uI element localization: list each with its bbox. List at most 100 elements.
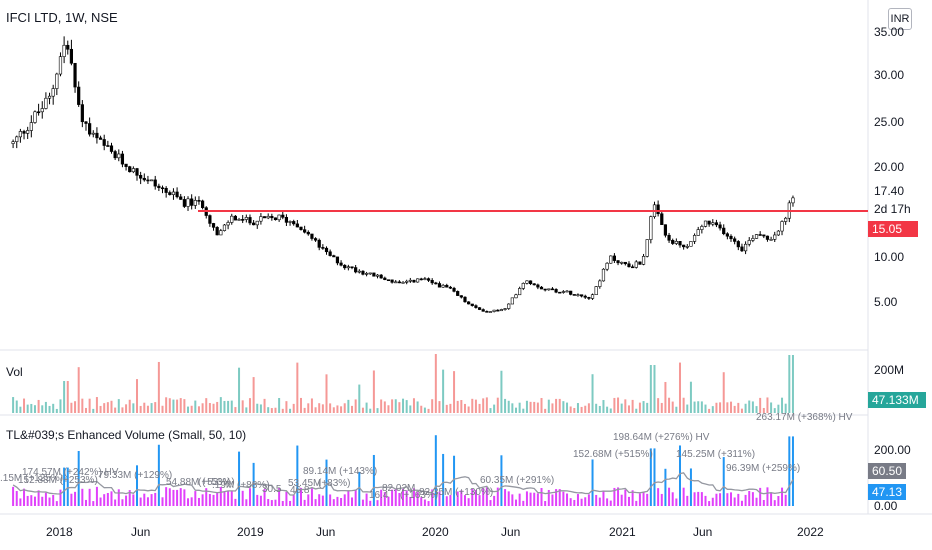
enhanced-volume-bar (402, 488, 405, 506)
candle-body (295, 223, 299, 228)
volume-bar (241, 400, 244, 413)
candle-body (77, 86, 81, 105)
candle-body (539, 286, 544, 290)
candle-body (142, 177, 146, 181)
volume-bar (394, 399, 397, 413)
volume-bar (318, 403, 321, 413)
candle-body (193, 200, 197, 206)
enhanced-volume-bar (270, 500, 273, 506)
enhanced-volume-bar (187, 498, 190, 506)
candle-body (682, 244, 686, 248)
volume-bar (504, 398, 507, 413)
enhanced-volume-bar (157, 444, 160, 506)
enhanced-volume-bar (518, 493, 521, 506)
enhanced-volume-bar (668, 487, 671, 506)
volume-bar (434, 354, 437, 413)
volume-bar (773, 408, 776, 413)
candle-body (773, 234, 777, 240)
time-label-2022: 2022 (797, 525, 824, 539)
enhanced-volume-bar (146, 497, 149, 506)
price-tick-30: 30.00 (874, 68, 905, 82)
candle-body (441, 284, 445, 288)
enhanced-volume-bar (744, 494, 747, 506)
volume-bar (627, 405, 630, 413)
annotation-83pct: (+83%) (318, 478, 351, 489)
candle-body (219, 230, 223, 236)
enhanced-volume-bar (438, 491, 441, 506)
volume-bar (289, 408, 292, 413)
price-tick-25: 25.00 (874, 115, 905, 129)
volume-bar (150, 403, 153, 413)
volume-bar (292, 403, 295, 413)
volume-bar (70, 402, 73, 413)
volume-bar (536, 402, 539, 413)
enhanced-volume-bar (252, 462, 255, 506)
time-label-2021: 2021 (609, 525, 636, 539)
enhanced-volume-bar (361, 499, 364, 506)
candle-body (791, 197, 795, 204)
candle-body (685, 246, 689, 248)
candle-body (718, 224, 722, 229)
enhanced-volume-bar (777, 496, 780, 506)
candle-body (146, 179, 150, 182)
enhanced-volume-bar (103, 494, 106, 506)
enhanced-volume-bar (303, 499, 306, 506)
candle-body (179, 196, 183, 200)
candle-body (518, 288, 522, 296)
volume-bar (759, 397, 762, 413)
volume-bar (106, 402, 109, 413)
candle-body (729, 235, 733, 240)
candle-body (496, 309, 500, 312)
volume-bar (270, 408, 273, 413)
candle-body (696, 229, 700, 236)
volume-bar (256, 403, 259, 413)
candle-body (160, 187, 165, 190)
candle-body (674, 240, 678, 244)
enhanced-volume-bar (584, 497, 587, 506)
candle-body (343, 264, 347, 269)
volume-bar (449, 403, 452, 413)
enhanced-volume-bar (84, 499, 87, 506)
candle-body (273, 217, 278, 221)
enhanced-volume-bar (278, 488, 281, 506)
enhanced-volume-bar (620, 494, 623, 506)
enhanced-volume-bar (781, 487, 784, 506)
enhanced-volume-bar (598, 497, 601, 506)
enhanced-volume-bar (208, 494, 211, 506)
volume-bar (48, 405, 51, 413)
enhanced-volume-bar (740, 500, 743, 506)
volume-bar (88, 398, 91, 413)
volume-bar (325, 374, 328, 413)
volume-bar (30, 403, 33, 413)
enhanced-volume-bar (325, 459, 328, 506)
candle-body (215, 227, 219, 236)
candle-body (164, 187, 168, 193)
currency-button[interactable]: INR (888, 8, 912, 30)
enhanced-volume-bar (310, 488, 313, 506)
candle-body (412, 279, 416, 283)
volume-bar (146, 405, 149, 413)
candle-body (292, 221, 296, 225)
volume-bar (660, 402, 663, 413)
candle-body (711, 222, 715, 225)
volume-bar (376, 408, 379, 413)
candle-body (368, 272, 372, 275)
volume-bar (12, 397, 15, 413)
enhanced-volume-bar (733, 497, 736, 506)
enhanced-volume-bar (540, 488, 543, 506)
enhanced-volume-bar (569, 498, 572, 506)
volume-bar (726, 402, 729, 413)
candle-body (37, 111, 41, 114)
candle-body (656, 204, 660, 215)
volume-bar (66, 381, 69, 413)
enhanced-volume-bar (95, 486, 98, 506)
enhanced-volume-bar (391, 489, 394, 506)
candle-body (576, 294, 580, 296)
candle-body (390, 279, 394, 283)
enhanced-volume-bar (715, 493, 718, 506)
enhanced-volume-bar (365, 493, 368, 506)
candle-body (153, 179, 157, 187)
enhanced-volume-bar (529, 492, 532, 506)
volume-bar (474, 399, 477, 413)
